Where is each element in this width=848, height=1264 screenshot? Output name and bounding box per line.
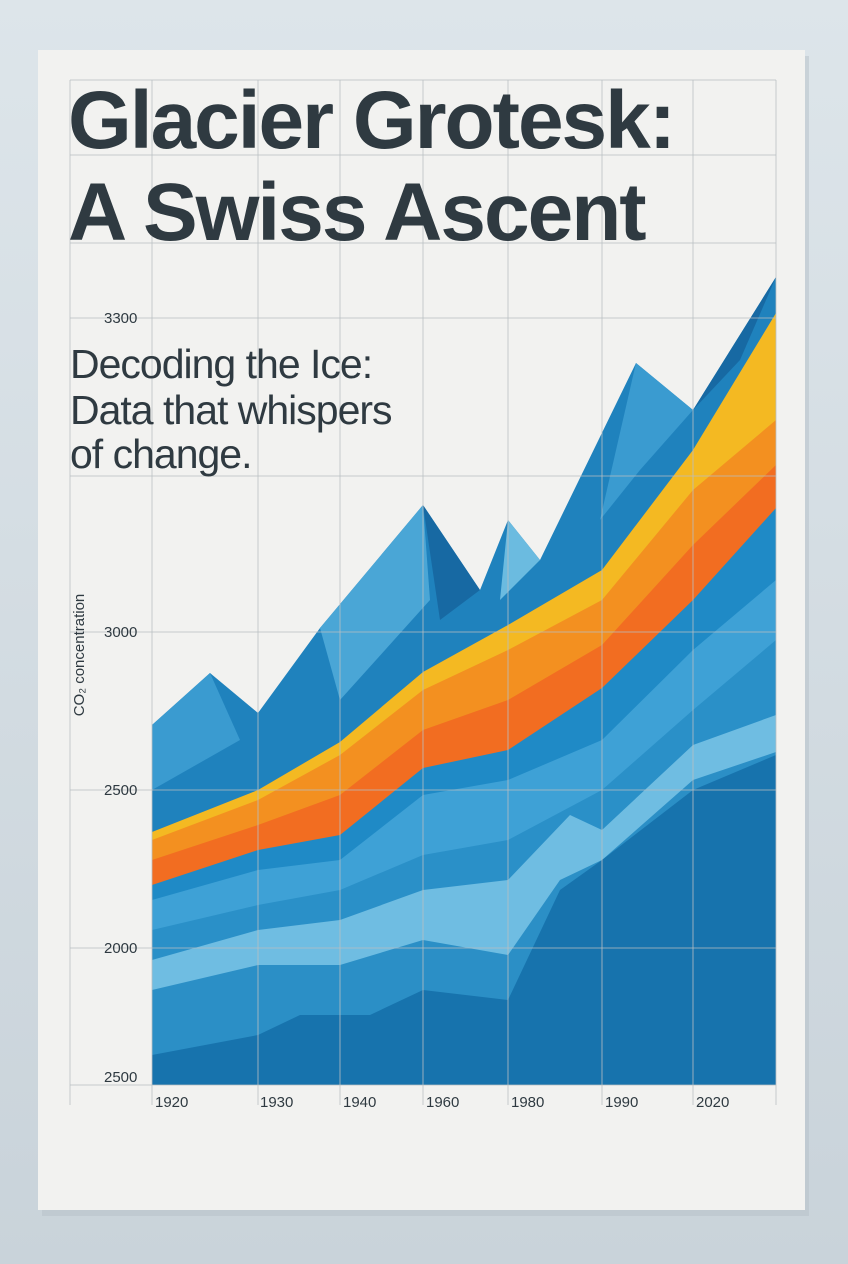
subtitle-line: of change. [70,431,252,477]
x-label: 1990 [605,1094,638,1111]
title-line: Glacier Grotesk: [68,75,674,166]
y-label: 3300 [104,310,137,327]
x-label: 1940 [343,1094,376,1111]
y-label: 2000 [104,940,137,957]
mountains [152,277,776,1085]
y-label: 2500 [104,782,137,799]
x-label: 1920 [155,1094,188,1111]
x-label: 1980 [511,1094,544,1111]
x-label: 1960 [426,1094,459,1111]
y-label: 3000 [104,624,137,641]
y-axis-label: CO₂ concentration [71,594,88,717]
subtitle-line: Data that whispers [70,387,392,433]
grid [69,79,777,1105]
x-label: 1930 [260,1094,293,1111]
axis-labels: 3300 3000 2500 2000 2500 1920 1930 1940 1960 1980… [104,310,729,1111]
subtitle-line: Decoding the Ice: [70,341,372,387]
x-label: 2020 [696,1094,729,1111]
y-label: 2500 [104,1069,137,1086]
title-line: A Swiss Ascent [68,167,646,258]
